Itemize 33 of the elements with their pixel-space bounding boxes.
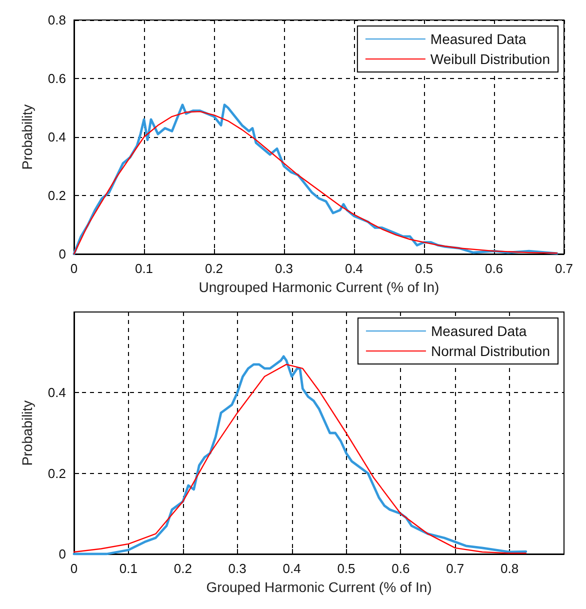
legend-label: Weibull Distribution <box>430 51 550 67</box>
x-tick-label: 0 <box>70 261 78 276</box>
y-axis-title: Probability <box>19 104 35 170</box>
x-tick-label: 0.6 <box>484 261 504 276</box>
legend-label: Measured Data <box>430 31 526 47</box>
x-tick-label: 0.7 <box>554 261 574 276</box>
x-tick-label: 0.1 <box>134 261 154 276</box>
y-tick-label: 0.4 <box>48 130 66 144</box>
x-tick-label: 0.4 <box>344 261 364 276</box>
y-tick-label: 0 <box>58 246 66 262</box>
y-tick-label: 0.2 <box>48 466 66 481</box>
x-tick-label: 0.1 <box>119 561 138 576</box>
x-tick-label: 0.2 <box>204 261 224 276</box>
x-axis-title: Grouped Harmonic Current (% of In) <box>206 579 432 595</box>
x-tick-label: 0.6 <box>392 561 410 576</box>
y-tick-label: 0.6 <box>48 71 66 86</box>
x-tick-label: 0.5 <box>337 561 356 576</box>
y-axis-title: Probability <box>19 400 35 466</box>
x-tick-label: 0.7 <box>446 561 464 576</box>
x-tick-label: 0.8 <box>500 561 519 576</box>
x-tick-label: 0.2 <box>174 561 192 576</box>
legend-label: Measured Data <box>430 323 527 339</box>
y-tick-label: 0.4 <box>48 385 66 400</box>
x-tick-label: 0.4 <box>282 561 301 576</box>
y-tick-label: 0.8 <box>48 12 66 28</box>
y-tick-label: 0 <box>58 546 66 562</box>
x-tick-label: 0.3 <box>228 561 246 576</box>
x-axis-title: Ungrouped Harmonic Current (% of In) <box>198 279 440 295</box>
y-tick-label: 0.2 <box>48 188 66 203</box>
x-tick-label: 0.5 <box>414 261 434 276</box>
x-tick-label: 0.3 <box>274 261 294 276</box>
x-tick-label: 0 <box>70 561 78 576</box>
legend-label: Normal Distribution <box>430 343 550 359</box>
